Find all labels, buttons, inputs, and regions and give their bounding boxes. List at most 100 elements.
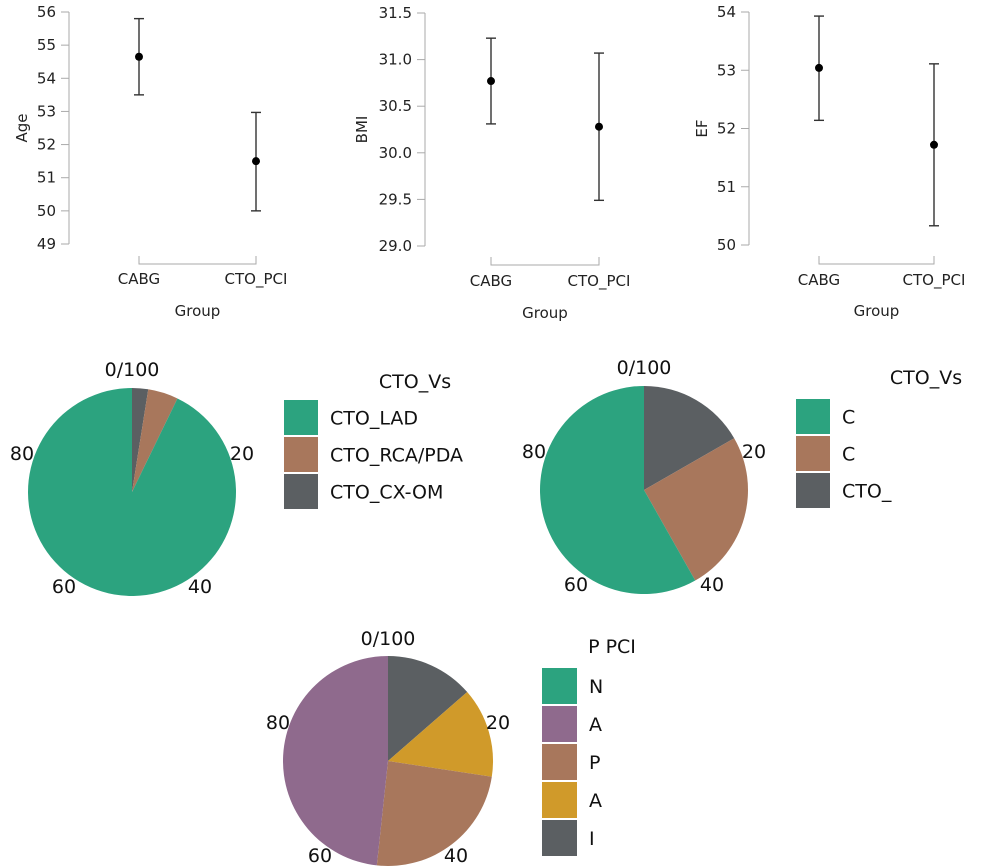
mean-point <box>487 77 495 86</box>
y-tick-label: 54 <box>37 69 56 87</box>
legend-label: I <box>589 828 595 850</box>
legend: CTO_Vs CC CTO_ <box>796 367 962 508</box>
mean-point <box>252 157 260 166</box>
errorbar-panel-bmi: 29.0 29.5 30.0 30.5 31.0 31.5 BMI CABG CTO_PCIGr… <box>353 4 630 322</box>
legend-label: CTO_ <box>842 481 892 503</box>
legend-label: CTO_CX-OM <box>330 482 443 504</box>
angle-label: 20 <box>742 441 766 463</box>
legend-label: C <box>842 444 855 466</box>
angle-label: 20 <box>486 712 510 734</box>
angle-label: 60 <box>308 845 332 867</box>
angle-label: 80 <box>10 443 34 465</box>
y-tick-label: 53 <box>37 102 56 120</box>
mean-point <box>930 140 938 149</box>
y-tick-label: 29.0 <box>379 237 412 255</box>
pie-panel-2: 0/100 20 40 60 80 CTO_Vs CC CTO_ <box>522 357 962 596</box>
pie-slice <box>388 692 494 777</box>
x-tick-label: CTO_PCI <box>568 272 631 291</box>
x-axis-label: Group <box>854 302 900 320</box>
legend-swatch <box>542 706 577 742</box>
mean-point <box>595 122 603 131</box>
mean-point <box>815 63 823 72</box>
legend-label: A <box>589 714 602 736</box>
legend-label: CTO_LAD <box>330 408 418 430</box>
angle-label: 20 <box>230 443 254 465</box>
y-tick-label: 29.5 <box>379 190 412 208</box>
x-tick-label: CABG <box>118 270 160 288</box>
y-axis-label: BMI <box>353 116 371 144</box>
pie-slice <box>132 389 178 492</box>
pie-slice <box>376 761 492 867</box>
legend-label: P <box>589 752 600 774</box>
y-tick-label: 49 <box>37 235 56 253</box>
legend-swatch <box>284 437 318 472</box>
legend-label: N <box>589 676 603 698</box>
angle-label: 80 <box>266 712 290 734</box>
legend-label: CTO_RCA/PDA <box>330 445 463 467</box>
x-axis-line <box>818 256 935 265</box>
angle-label: 80 <box>522 441 546 463</box>
angle-label: 40 <box>700 574 724 596</box>
x-tick-label: CTO_PCI <box>225 270 288 289</box>
angle-label: 40 <box>444 845 468 867</box>
x-tick-label: CABG <box>798 271 840 289</box>
y-axis-label: EF <box>693 119 711 137</box>
y-tick-label: 50 <box>37 202 56 220</box>
y-tick-label: 52 <box>717 120 736 138</box>
legend-swatch <box>542 820 577 856</box>
legend-swatch <box>796 399 830 434</box>
legend-swatch <box>796 436 830 471</box>
pie-panel-1: 0/10020406080CTO_VsCTO_LADCTO_RCA/PDACTO… <box>10 359 463 598</box>
angle-label: 0/100 <box>105 359 160 381</box>
pie-slice <box>388 656 468 761</box>
x-axis-label: Group <box>522 304 568 322</box>
legend-swatch <box>542 668 577 704</box>
legend-swatch <box>284 474 318 509</box>
x-tick-label: CTO_PCI <box>903 271 966 290</box>
pie-slice <box>27 388 236 596</box>
angle-label: 60 <box>564 574 588 596</box>
y-tick-label: 53 <box>717 61 736 79</box>
angle-label: 0/100 <box>361 628 416 650</box>
legend-title: CTO_Vs <box>379 371 451 393</box>
y-tick-label: 51 <box>37 169 56 187</box>
y-tick-label: 56 <box>37 3 56 21</box>
pie-slice <box>644 386 735 490</box>
y-tick-label: 54 <box>717 3 736 21</box>
y-axis-label: Age <box>13 113 31 142</box>
pie-slice <box>282 656 388 866</box>
legend-swatch <box>542 744 577 780</box>
y-tick-label: 31.5 <box>379 4 412 22</box>
angle-label: 40 <box>188 576 212 598</box>
legend-title: CTO_Vs <box>890 367 962 389</box>
y-tick-label: 30.5 <box>379 97 412 115</box>
pie-slice <box>644 438 748 581</box>
legend-title: P PCI <box>588 636 636 658</box>
x-axis-line <box>138 256 257 265</box>
y-tick-label: 50 <box>717 236 736 254</box>
legend-label: C <box>842 407 855 429</box>
x-axis-label: Group <box>175 302 221 320</box>
angle-label: 0/100 <box>617 357 672 379</box>
legend-swatch <box>796 473 830 508</box>
legend-label: A <box>589 790 602 812</box>
legend: CTO_Vs CTO_LAD CTO_RCA/PDA CTO_CX-OM <box>284 371 463 509</box>
y-tick-label: 52 <box>37 136 56 154</box>
y-tick-label: 51 <box>717 178 736 196</box>
legend-swatch <box>542 782 577 818</box>
x-tick-label: CABG <box>470 272 512 290</box>
legend-swatch <box>284 400 318 435</box>
mean-point <box>135 52 143 61</box>
y-tick-label: 55 <box>37 36 56 54</box>
y-tick-label: 31.0 <box>379 51 412 69</box>
angle-label: 60 <box>52 576 76 598</box>
pie-slice <box>132 388 149 492</box>
pie-slice <box>540 386 696 594</box>
y-tick-label: 30.0 <box>379 144 412 162</box>
x-axis-line <box>490 257 600 266</box>
